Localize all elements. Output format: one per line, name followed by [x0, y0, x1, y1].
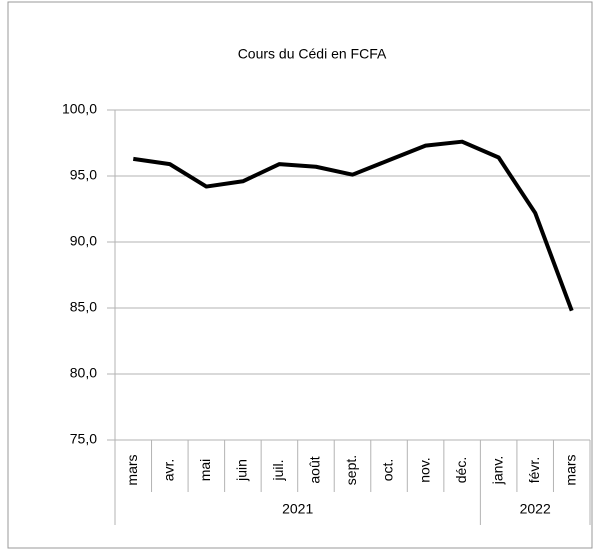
x-tick-label: avr. [161, 459, 177, 482]
group-label: 2022 [520, 501, 551, 517]
y-tick-label: 95,0 [70, 167, 97, 183]
x-tick-label: sept. [343, 455, 359, 485]
x-tick-label: juil. [270, 459, 286, 481]
y-tick-label: 90,0 [70, 233, 97, 249]
y-tick-label: 75,0 [70, 431, 97, 447]
x-tick-label: mars [124, 454, 140, 485]
x-tick-label: nov. [416, 457, 432, 482]
x-tick-label: janv. [489, 456, 505, 486]
x-tick-label: août [307, 456, 323, 483]
line-series [132, 139, 574, 312]
x-tick-label: févr. [526, 457, 542, 483]
y-tick-label: 100,0 [62, 101, 97, 117]
x-tick-label: mars [562, 454, 578, 485]
x-tick-label: mai [197, 459, 213, 482]
y-tick-label: 85,0 [70, 299, 97, 315]
x-tick-label: juin [234, 459, 250, 482]
x-tick-label: déc. [453, 457, 469, 483]
group-label: 2021 [282, 501, 313, 517]
chart-frame [7, 1, 593, 549]
x-tick-label: oct. [380, 459, 396, 482]
chart-title: Cours du Cédi en FCFA [238, 46, 387, 62]
y-tick-label: 80,0 [70, 365, 97, 381]
